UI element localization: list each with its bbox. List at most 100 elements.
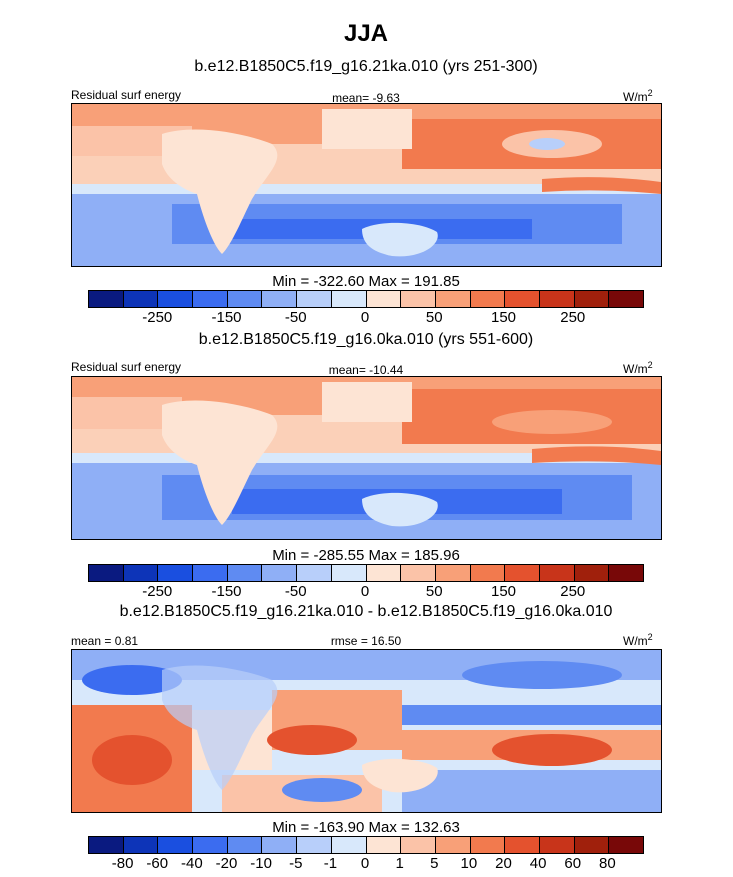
panel2-colorbar-box: [539, 565, 575, 581]
panel3-colorbar-tick: 40: [529, 855, 547, 872]
panel3-case-title: b.e12.B1850C5.f19_g16.21ka.010 - b.e12.B…: [119, 603, 613, 620]
panel1-colorbar-box: [262, 291, 298, 307]
panel3-colorbar-box: [89, 837, 124, 853]
panel3-colorbar-tick: -1: [323, 855, 338, 872]
panel3-colorbar-tick: -10: [250, 855, 272, 872]
panel2-colorbar-box: [505, 565, 540, 581]
panel3-map: [71, 649, 662, 813]
panel3-colorbar: [88, 836, 644, 854]
panel1-min-max: Min = -322.60 Max = 191.85: [272, 273, 460, 290]
panel1-variable-label: Residual surf energy: [71, 88, 182, 102]
panel1-colorbar-tick: 150: [490, 309, 517, 326]
panel1-colorbar-box: [435, 291, 471, 307]
panel2-case-title: b.e12.B1850C5.f19_g16.0ka.010 (yrs 551-6…: [198, 331, 534, 348]
figure-title: JJA: [343, 20, 389, 47]
panel2-map: [71, 376, 662, 540]
panel1-map: [71, 103, 662, 267]
panel3-colorbar-box: [401, 837, 436, 853]
panel1-colorbar-tick: 250: [560, 309, 586, 326]
panel1-colorbar-box: [539, 291, 575, 307]
panel1-colorbar-box: [574, 291, 610, 307]
panel2-colorbar-box: [366, 565, 402, 581]
panel3-colorbar-tick: -40: [181, 855, 203, 872]
panel3-colorbar-box: [158, 837, 194, 853]
panel3-mean-label: mean = 0.81: [71, 634, 139, 648]
panel1-colorbar-box: [123, 291, 159, 307]
panel1-colorbar-box: [227, 291, 263, 307]
panel3-colorbar-box: [574, 837, 610, 853]
panel2-colorbar-tick: 250: [560, 583, 586, 600]
panel1-colorbar-tick: -50: [284, 309, 307, 326]
panel2-colorbar-box: [262, 565, 298, 581]
panel3-colorbar-tick: -60: [146, 855, 169, 872]
panel3-colorbar-box: [505, 837, 540, 853]
panel3-colorbar-tick: -80: [111, 855, 134, 872]
panel2-colorbar-tick: 150: [490, 583, 517, 600]
panel2-colorbar-ticks: -250 -150 -50 0 50 150 250: [88, 583, 642, 600]
panel3-colorbar-box: [539, 837, 575, 853]
panel1-colorbar-ticks: -250 -150 -50 0 50 150 250: [88, 309, 642, 326]
panel2-colorbar-tick: -250: [142, 583, 173, 600]
panel2-colorbar-tick: 0: [360, 583, 370, 600]
panel3-units-label: W/m2: [623, 632, 653, 648]
panel1-case-title: b.e12.B1850C5.f19_g16.21ka.010 (yrs 251-…: [194, 58, 538, 75]
panel1-colorbar-box: [401, 291, 436, 307]
panel1-colorbar: [88, 290, 644, 308]
panel3-colorbar-box: [470, 837, 506, 853]
panel2-colorbar-box: [193, 565, 228, 581]
panel3-colorbar-tick: 80: [599, 855, 616, 872]
panel2-colorbar-tick: -150: [211, 583, 242, 600]
panel3-colorbar-tick: 60: [564, 855, 582, 872]
panel2-variable-label: Residual surf energy: [71, 360, 182, 374]
panel3-colorbar-tick: -20: [215, 855, 238, 872]
panel2-mean-label: mean= -10.44: [328, 363, 404, 377]
panel3-colorbar-box: [331, 837, 367, 853]
panel3-colorbar-box: [123, 837, 159, 853]
panel2-colorbar-box: [297, 565, 332, 581]
panel1-mean-label: mean= -9.63: [332, 91, 400, 105]
panel2-colorbar-box: [123, 565, 159, 581]
panel3-colorbar-tick: 10: [460, 855, 478, 872]
panel2-colorbar-box: [401, 565, 436, 581]
panel1-units-label: W/m2: [623, 88, 653, 104]
panel3-colorbar-box: [609, 837, 643, 853]
panel1-colorbar-box: [193, 291, 228, 307]
panel3-colorbar-tick: 20: [495, 855, 512, 872]
panel1-colorbar-tick: -150: [211, 309, 242, 326]
panel2-colorbar: [88, 564, 644, 582]
panel2-colorbar-box: [435, 565, 471, 581]
panel2-colorbar-box: [331, 565, 367, 581]
panel2-min-max: Min = -285.55 Max = 185.96: [272, 547, 460, 564]
panel2-colorbar-box: [609, 565, 643, 581]
panel2-colorbar-tick: 50: [425, 583, 443, 600]
panel2-colorbar-box: [158, 565, 194, 581]
panel3-colorbar-ticks: -80 -60 -40 -20 -10 -5 -1 0 1 5 10 20 40 60 80: [88, 855, 642, 872]
panel2-units-label: W/m2: [623, 360, 653, 376]
panel3-colorbar-tick: 0: [360, 855, 370, 872]
panel3-min-max: Min = -163.90 Max = 132.63: [272, 819, 460, 836]
panel3-colorbar-box: [262, 837, 298, 853]
panel1-colorbar-box: [366, 291, 402, 307]
panel1-colorbar-tick: 50: [425, 309, 443, 326]
panel1-colorbar-box: [331, 291, 367, 307]
panel2-colorbar-tick: -50: [284, 583, 307, 600]
panel3-colorbar-box: [227, 837, 263, 853]
panel2-colorbar-box: [574, 565, 610, 581]
panel2-colorbar-box: [227, 565, 263, 581]
panel3-colorbar-box: [193, 837, 228, 853]
panel3-colorbar-box: [366, 837, 402, 853]
panel1-colorbar-box: [89, 291, 124, 307]
panel1-colorbar-box: [470, 291, 506, 307]
panel3-colorbar-tick: 1: [395, 855, 404, 872]
panel3-colorbar-tick: 5: [430, 855, 439, 872]
panel2-colorbar-box: [89, 565, 124, 581]
panel1-colorbar-box: [505, 291, 540, 307]
panel1-colorbar-tick: -250: [142, 309, 173, 326]
panel3-colorbar-box: [435, 837, 471, 853]
panel2-colorbar-box: [470, 565, 506, 581]
panel1-colorbar-tick: 0: [360, 309, 370, 326]
panel1-colorbar-box: [158, 291, 194, 307]
panel1-colorbar-box: [297, 291, 332, 307]
panel3-colorbar-box: [297, 837, 332, 853]
panel1-colorbar-box: [609, 291, 643, 307]
